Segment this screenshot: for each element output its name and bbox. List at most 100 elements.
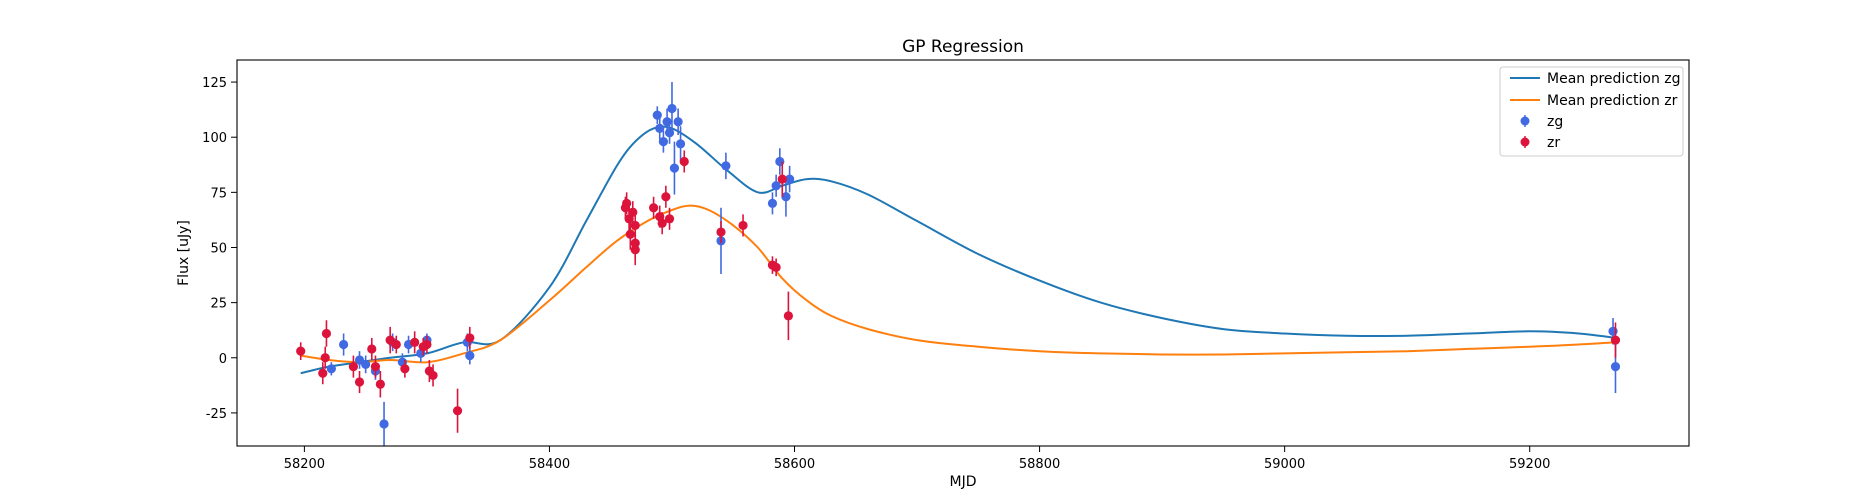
point-marker — [361, 359, 371, 369]
x-tick-label: 58600 — [774, 457, 815, 472]
mean-prediction-line-zg — [300, 125, 1616, 375]
data-point-zr — [320, 346, 330, 369]
point-marker — [465, 350, 475, 361]
point-marker — [679, 156, 689, 167]
legend-label-zg-points: zg — [1547, 114, 1563, 130]
point-marker — [777, 174, 787, 184]
x-tick-label: 58400 — [529, 457, 570, 472]
mean-prediction-line-zr — [300, 204, 1616, 364]
point-marker — [664, 214, 675, 224]
data-point-zg — [465, 346, 475, 365]
point-marker — [400, 364, 410, 374]
point-marker — [675, 139, 686, 149]
point-marker — [348, 361, 359, 372]
point-marker — [783, 311, 793, 321]
data-point-zg — [721, 152, 731, 180]
point-marker — [716, 227, 726, 237]
data-point-zr — [777, 161, 787, 197]
data-point-zr — [465, 326, 475, 349]
data-point-zg — [767, 192, 778, 215]
point-marker — [649, 203, 659, 213]
data-point-zr — [679, 150, 689, 173]
y-tick-label: -25 — [206, 407, 227, 422]
data-point-zr — [1610, 322, 1621, 358]
point-marker — [721, 161, 731, 171]
point-marker — [326, 364, 336, 374]
data-point-zr — [452, 388, 463, 433]
point-marker — [673, 117, 683, 127]
data-point-zg — [673, 108, 683, 135]
legend-marker-zg — [1520, 115, 1530, 127]
data-point-zg — [669, 141, 680, 195]
y-tick-label: 50 — [210, 241, 227, 256]
data-point-zr — [348, 355, 359, 378]
point-marker — [667, 103, 677, 114]
point-marker — [771, 181, 781, 191]
y-tick-label: 125 — [202, 76, 227, 91]
point-marker — [669, 163, 680, 173]
data-point-zr — [354, 371, 365, 394]
point-marker — [354, 377, 365, 387]
data-point-zg — [675, 126, 686, 162]
data-point-zr — [664, 207, 675, 230]
data-point-zr — [661, 185, 671, 208]
data-point-zr — [318, 362, 328, 385]
data-point-zr — [657, 212, 667, 235]
point-marker — [428, 370, 438, 381]
data-point-zg — [379, 401, 389, 446]
data-point-zg — [781, 176, 791, 217]
point-marker — [1610, 335, 1621, 345]
point-marker — [321, 328, 332, 339]
data-point-zr — [370, 355, 381, 378]
data-point-zr — [321, 320, 332, 347]
legend-label-zr-points: zr — [1547, 135, 1560, 151]
point-marker — [370, 361, 381, 372]
point-marker — [630, 220, 640, 231]
data-point-zr — [367, 337, 377, 360]
legend: Mean prediction zg Mean prediction zr zg… — [1499, 66, 1684, 157]
point-marker — [655, 123, 665, 133]
y-tick-label: 0 — [219, 352, 227, 367]
point-marker — [771, 262, 781, 272]
point-marker — [339, 339, 349, 350]
point-marker — [296, 346, 306, 356]
x-tick-label: 59000 — [1264, 457, 1305, 472]
point-marker — [767, 198, 778, 208]
chart-title: GP Regression — [902, 37, 1024, 57]
data-point-zr — [625, 218, 635, 250]
data-point-zr — [716, 221, 726, 244]
y-tick-label: 100 — [202, 131, 227, 146]
data-point-zr — [410, 331, 420, 354]
point-marker — [379, 419, 389, 429]
data-point-zr — [296, 342, 306, 360]
point-marker — [422, 339, 432, 350]
point-marker — [661, 192, 671, 202]
data-point-zg — [771, 174, 781, 197]
data-point-zr — [783, 291, 793, 341]
y-tick-label: 75 — [210, 186, 227, 201]
plot-frame — [236, 59, 1690, 447]
data-point-zr — [428, 364, 438, 387]
point-marker — [410, 337, 420, 347]
legend-label-zr-line: Mean prediction zr — [1547, 93, 1678, 109]
x-tick-label: 58200 — [284, 457, 325, 472]
point-marker — [1610, 361, 1621, 372]
legend-marker-zr — [1520, 136, 1530, 148]
data-point-zg — [361, 355, 371, 374]
y-axis-label: Flux [uJy] — [176, 220, 192, 286]
data-point-zg — [667, 82, 677, 135]
data-point-zg — [785, 165, 795, 193]
point-marker — [367, 344, 377, 354]
point-marker — [375, 379, 385, 389]
point-marker — [657, 218, 667, 228]
point-marker — [318, 368, 328, 378]
x-tick-label: 59200 — [1509, 457, 1550, 472]
point-marker — [658, 137, 669, 147]
plot-area — [296, 82, 1621, 446]
data-point-zr — [400, 359, 410, 378]
point-marker — [465, 333, 475, 343]
data-point-zr — [649, 196, 659, 219]
point-marker — [391, 339, 401, 350]
